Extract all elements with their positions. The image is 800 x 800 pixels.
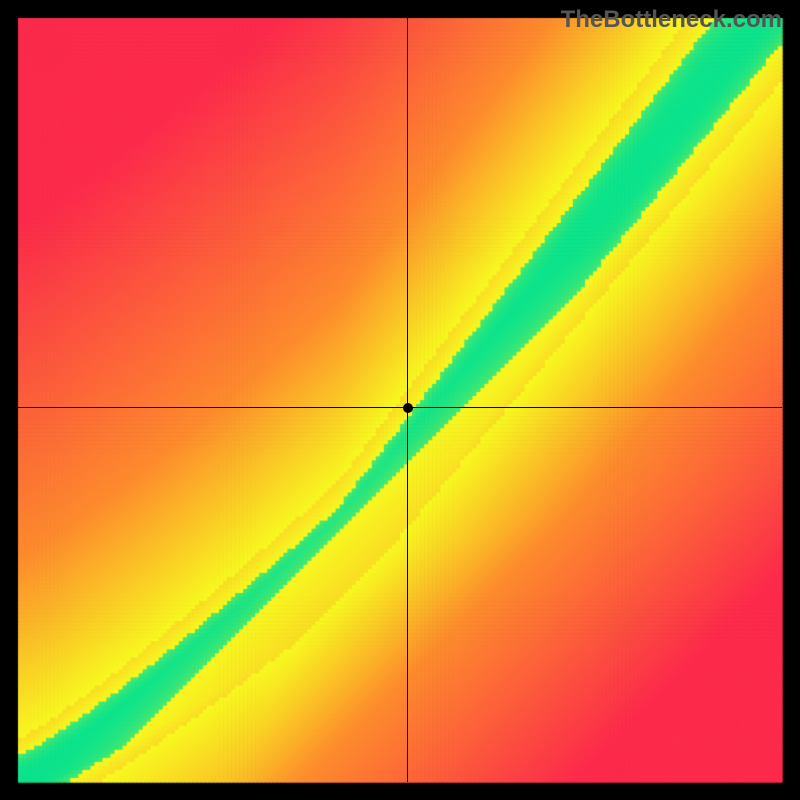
watermark-text: TheBottleneck.com xyxy=(561,6,782,34)
bottleneck-heatmap xyxy=(0,0,800,800)
chart-root: TheBottleneck.com xyxy=(0,0,800,800)
